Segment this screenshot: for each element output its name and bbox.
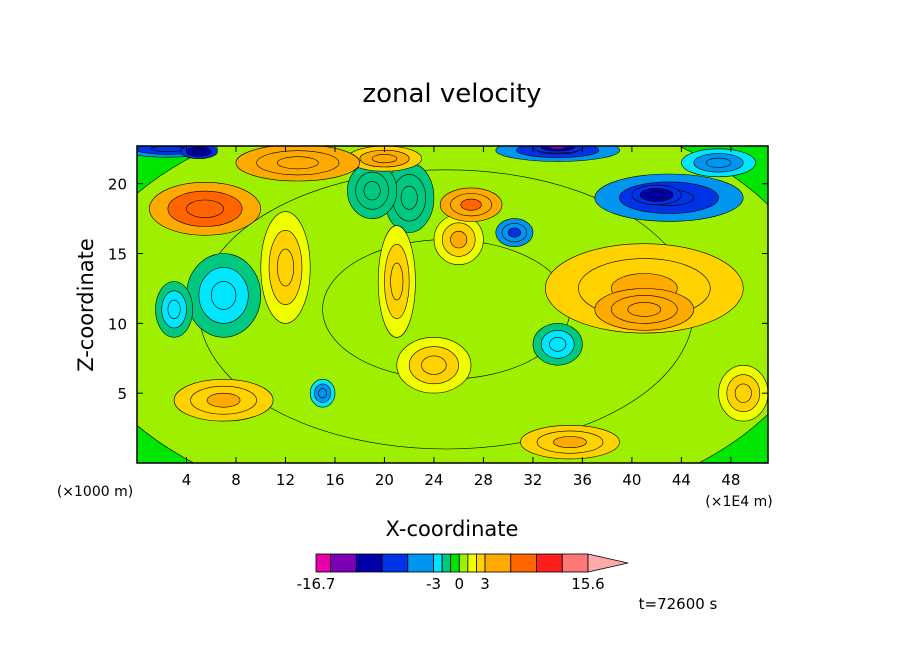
contour-band <box>192 149 206 155</box>
x-tick-label: 44 <box>672 471 691 489</box>
contour-band <box>276 156 319 170</box>
contour-band <box>186 199 224 218</box>
colorbar-segment <box>381 553 409 573</box>
colorbar-tick-label: -3 <box>426 575 441 593</box>
y-tick-label: 5 <box>117 385 127 403</box>
x-tick-label: 28 <box>474 471 493 489</box>
x-axis: 4 8 12 16 20 24 28 32 36 40 44 48 <box>182 146 740 489</box>
contour-band <box>705 157 732 168</box>
contour-band <box>734 383 752 403</box>
contour-band <box>276 248 294 287</box>
contour-band <box>421 355 447 375</box>
colorbar <box>315 553 629 573</box>
x-tick-label: 16 <box>325 471 344 489</box>
x-tick-label: 24 <box>424 471 443 489</box>
x-tick-label: 8 <box>231 471 241 489</box>
contour-band <box>167 299 181 320</box>
colorbar-tick-label: 0 <box>455 575 465 593</box>
colorbar-tick-label: 15.6 <box>571 575 604 593</box>
x-tick-label: 36 <box>573 471 592 489</box>
contour-band <box>553 436 587 448</box>
y-axis: 5 10 15 20 <box>108 176 768 403</box>
colorbar-segment <box>315 553 331 573</box>
colorbar-segment <box>467 553 477 573</box>
x-axis-title: X-coordinate <box>386 517 519 541</box>
y-tick-label: 15 <box>108 246 127 264</box>
colorbar-segment <box>433 553 443 573</box>
colorbar-segment <box>536 553 563 573</box>
colorbar-segment <box>476 553 486 573</box>
contour-band <box>627 302 662 317</box>
colorbar-segment <box>450 553 460 573</box>
colorbar-segment <box>407 553 434 573</box>
x-tick-label: 4 <box>182 471 192 489</box>
colorbar-segment <box>561 553 589 573</box>
colorbar-segment <box>510 553 537 573</box>
contour-band <box>371 154 398 164</box>
contour-band <box>400 185 418 210</box>
x-tick-label: 40 <box>622 471 641 489</box>
plot-frame <box>136 145 769 464</box>
colorbar-segment <box>355 553 383 573</box>
chart-title: zonal velocity <box>362 79 541 109</box>
colorbar-labels: -16.7 -3 0 3 15.6 <box>297 575 605 593</box>
y-units-label: (×1000 m) <box>57 484 133 500</box>
contour-band <box>549 336 567 352</box>
colorbar-segment <box>484 553 512 573</box>
x-tick-label: 20 <box>375 471 394 489</box>
colorbar-segment <box>441 553 452 573</box>
contour-field <box>137 146 768 463</box>
colorbar-segment <box>458 553 469 573</box>
contour-bands <box>137 146 768 463</box>
y-tick-label: 20 <box>108 176 127 194</box>
x-tick-label: 48 <box>721 471 740 489</box>
x-tick-label: 32 <box>523 471 542 489</box>
contour-band <box>648 191 666 199</box>
contour-band <box>450 230 468 249</box>
contour-band <box>507 227 521 238</box>
contour-band <box>318 388 327 399</box>
contour-band <box>460 198 482 211</box>
contour-band <box>206 392 241 408</box>
x-units-label: (×1E4 m) <box>705 494 772 510</box>
contour-band <box>210 281 237 310</box>
contour-band <box>549 146 567 150</box>
time-label: t=72600 s <box>639 595 718 613</box>
y-axis-title: Z-coordinate <box>74 238 98 372</box>
contour-band <box>151 146 185 152</box>
contour-band <box>390 262 404 301</box>
colorbar-tick-label: -16.7 <box>297 575 336 593</box>
y-tick-label: 10 <box>108 315 127 333</box>
contour-band <box>363 181 381 201</box>
colorbar-extension <box>587 553 629 573</box>
x-tick-label: 12 <box>276 471 295 489</box>
colorbar-segment <box>330 553 357 573</box>
colorbar-tick-label: 3 <box>480 575 490 593</box>
